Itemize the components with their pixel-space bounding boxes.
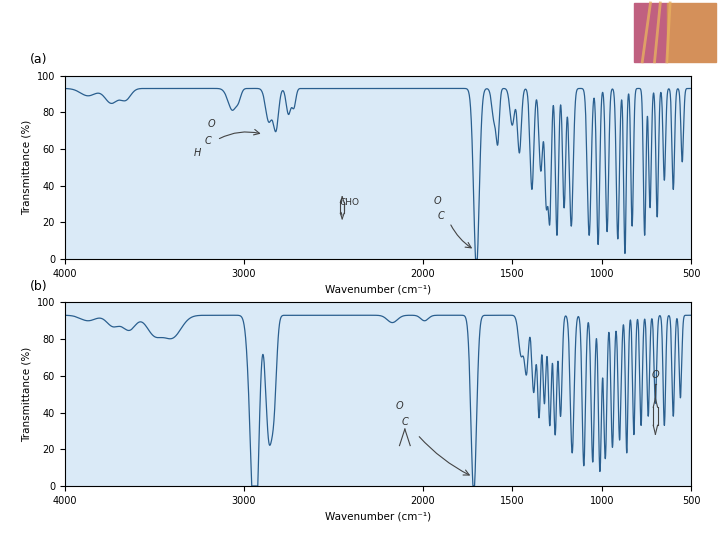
X-axis label: Wavenumber (cm⁻¹): Wavenumber (cm⁻¹) <box>325 285 431 294</box>
X-axis label: Wavenumber (cm⁻¹): Wavenumber (cm⁻¹) <box>325 511 431 521</box>
Text: Spectroscopy of Aldehydes and Ketones: Spectroscopy of Aldehydes and Ketones <box>9 25 513 46</box>
Text: C: C <box>204 136 212 146</box>
Bar <box>667 3 716 62</box>
Text: H: H <box>194 148 201 158</box>
Text: CHO: CHO <box>339 198 359 207</box>
Y-axis label: Transmittance (%): Transmittance (%) <box>21 347 31 442</box>
Text: O: O <box>652 370 660 380</box>
Text: O: O <box>433 196 441 206</box>
Text: O: O <box>396 401 403 411</box>
Bar <box>634 3 667 62</box>
Text: C: C <box>402 417 408 428</box>
Text: O: O <box>208 119 215 129</box>
Text: C: C <box>437 211 444 221</box>
Y-axis label: Transmittance (%): Transmittance (%) <box>21 120 31 215</box>
Text: (b): (b) <box>30 280 48 293</box>
Text: (a): (a) <box>30 53 48 66</box>
